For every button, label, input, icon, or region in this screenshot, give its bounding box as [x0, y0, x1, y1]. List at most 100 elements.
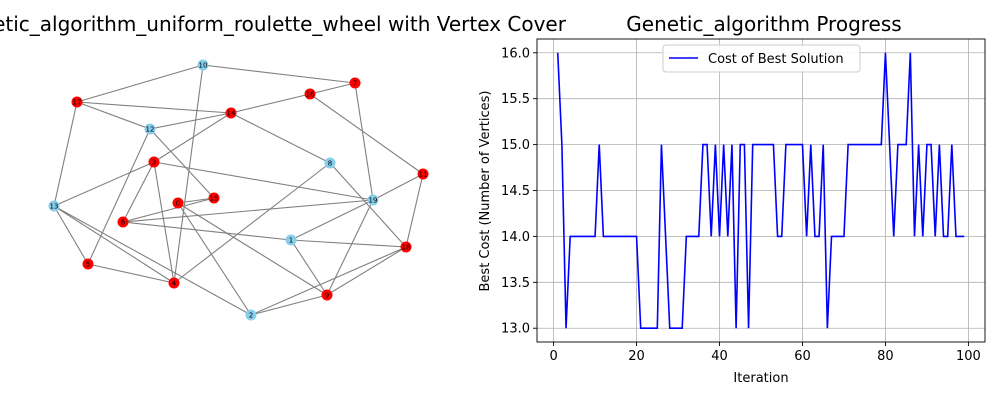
- graph-node-label: 13: [50, 203, 59, 211]
- legend-label: Cost of Best Solution: [708, 52, 844, 67]
- graph-node-label: 2: [249, 312, 253, 320]
- y-tick-label-13.0: 13.0: [501, 322, 530, 337]
- x-ticks: 0 20 40 60 80 100: [549, 342, 981, 364]
- chart-grid: [537, 39, 985, 342]
- graph-node-18: 18: [400, 241, 412, 253]
- graph-node-13: 13: [48, 200, 60, 212]
- x-axis-label: Iteration: [733, 371, 788, 386]
- graph-node-14: 14: [225, 107, 237, 119]
- graph-edge-3-6: [122, 161, 155, 223]
- graph-node-label: 10: [199, 62, 208, 70]
- graph-node-marker: [349, 77, 361, 89]
- graph-node-label: 14: [227, 110, 236, 118]
- graph-node-label: 9: [325, 292, 329, 300]
- x-tick-label-20: 20: [628, 349, 645, 364]
- graph-node-marker: [285, 234, 297, 246]
- graph-edge-16-7: [309, 82, 356, 95]
- graph-node-19: 19: [367, 194, 379, 206]
- graph-edge-17-14: [76, 101, 232, 114]
- graph-edge-13-2: [53, 205, 252, 316]
- x-tick-label-0: 0: [549, 349, 557, 364]
- graph-edge-5-4: [87, 263, 175, 284]
- graph-node-marker: [400, 241, 412, 253]
- graph-node-marker: [304, 88, 316, 100]
- graph-edge-4-13: [53, 205, 175, 284]
- graph-node-6: 6: [117, 216, 129, 228]
- graph-node-7: 7: [349, 77, 361, 89]
- graph-node-17: 17: [71, 96, 83, 108]
- graph-node-label: 1: [289, 237, 293, 245]
- graph-node-9: 9: [321, 289, 333, 301]
- graph-node-label: 7: [353, 80, 357, 88]
- graph-node-0: 0: [172, 197, 184, 209]
- graph-node-5: 5: [82, 258, 94, 270]
- graph-edge-12-14: [149, 112, 232, 130]
- chart-title: Genetic_algorithm Progress: [626, 12, 901, 36]
- x-tick-label-100: 100: [956, 349, 981, 364]
- graph-edge-1-9: [290, 239, 328, 296]
- graph-edge-4-8: [173, 162, 331, 284]
- graph-node-label: 5: [86, 261, 90, 269]
- graph-node-10: 10: [197, 59, 209, 71]
- y-tick-label-16.0: 16.0: [501, 46, 530, 61]
- graph-edge-6-15: [122, 197, 215, 223]
- graph-title: Graph_genetic_algorithm_uniform_roulette…: [0, 12, 567, 36]
- graph-node-marker: [168, 277, 180, 289]
- graph-node-marker: [197, 59, 209, 71]
- graph-node-marker: [324, 157, 336, 169]
- graph-edge-4-3: [153, 161, 175, 284]
- graph-edge-0-9: [177, 202, 328, 296]
- graph-edge-8-18: [329, 162, 407, 248]
- x-tick-label-40: 40: [711, 349, 728, 364]
- graph-edge-3-19: [153, 161, 374, 201]
- graph-edge-7-19: [354, 82, 374, 201]
- graph-node-marker: [172, 197, 184, 209]
- graph-node-3: 3: [148, 156, 160, 168]
- graph-node-15: 15: [208, 192, 220, 204]
- graph-edge-17-13: [53, 101, 78, 207]
- graph-node-11: 11: [417, 168, 429, 180]
- graph-node-marker: [245, 309, 257, 321]
- graph-node-2: 2: [245, 309, 257, 321]
- graph-edge-15-0: [177, 197, 215, 204]
- y-tick-label-15.0: 15.0: [501, 138, 530, 153]
- graph-node-marker: [117, 216, 129, 228]
- graph-node-8: 8: [324, 157, 336, 169]
- y-axis-label: Best Cost (Number of Vertices): [478, 91, 493, 292]
- graph-node-marker: [71, 96, 83, 108]
- graph-edge-10-17: [76, 64, 204, 103]
- y-tick-label-15.5: 15.5: [501, 92, 530, 107]
- graph-edge-11-19: [372, 173, 424, 201]
- graph-node-label: 16: [306, 91, 315, 99]
- graph-node-label: 19: [369, 197, 378, 205]
- graph-node-marker: [208, 192, 220, 204]
- y-tick-label-14.5: 14.5: [501, 184, 530, 199]
- y-ticks: 13.0 13.5 14.0 14.5 15.0 15.5 16.0: [501, 46, 537, 337]
- graph-node-marker: [148, 156, 160, 168]
- graph-node-marker: [225, 107, 237, 119]
- graph-edge-14-16: [230, 93, 311, 114]
- graph-edge-13-3: [53, 161, 155, 207]
- graph-node-label: 12: [146, 126, 155, 134]
- chart-panel: 0 20 40 60 80 100 13.0 13.5 14.0 14.5 15.0 15.5 16.…: [478, 12, 986, 386]
- legend-box: [662, 44, 861, 73]
- graph-node-marker: [48, 200, 60, 212]
- graph-edge-10-4: [173, 64, 204, 284]
- graph-edge-16-11: [309, 93, 424, 175]
- graph-edge-14-8: [230, 112, 331, 164]
- graph-edge-14-3: [153, 112, 232, 163]
- graph-node-label: 4: [172, 280, 177, 288]
- graph-node-label: 0: [176, 200, 180, 208]
- graph-edge-10-7: [202, 64, 356, 84]
- graph-edge-12-5: [87, 128, 151, 265]
- graph-edge-12-15: [149, 128, 215, 199]
- graph-edge-1-18: [290, 239, 407, 248]
- graph-node-16: 16: [304, 88, 316, 100]
- graph-node-4: 4: [168, 277, 180, 289]
- graph-node-label: 17: [73, 99, 82, 107]
- graph-edge-6-1: [122, 221, 292, 241]
- graph-edge-1-19: [290, 199, 374, 241]
- graph-edge-11-18: [405, 173, 424, 248]
- y-tick-label-13.5: 13.5: [501, 276, 530, 291]
